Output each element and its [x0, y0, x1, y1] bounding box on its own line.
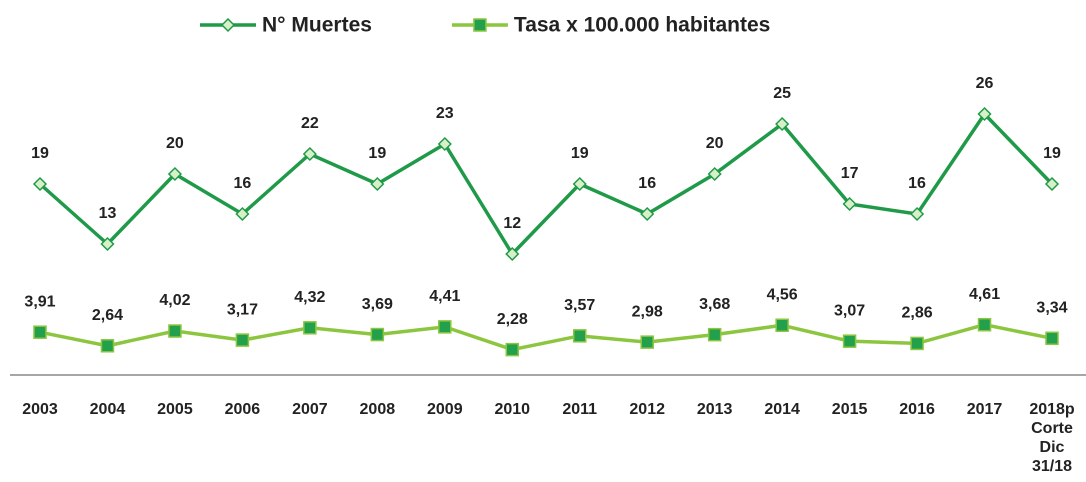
point	[437, 136, 452, 152]
point	[370, 327, 385, 342]
point	[438, 320, 452, 334]
x-tick-label: 2012	[629, 401, 665, 418]
data-label: 3,69	[362, 296, 393, 313]
point	[505, 342, 520, 357]
x-tick-label: 2003	[22, 401, 58, 418]
point	[640, 335, 654, 349]
data-label: 2,98	[632, 303, 663, 320]
legend-label: Tasa x 100.000 habitantes	[514, 14, 770, 37]
point	[572, 329, 587, 343]
point	[100, 236, 115, 252]
point	[1044, 176, 1060, 192]
data-label: 2,28	[497, 311, 528, 328]
data-label: 3,91	[24, 293, 55, 310]
x-tick-label: 2006	[225, 401, 261, 418]
point	[303, 321, 317, 335]
x-tick-label: 2009	[427, 401, 463, 418]
point	[33, 325, 47, 339]
data-label: 20	[706, 135, 724, 152]
point	[168, 324, 182, 338]
x-tick-label: 2007	[292, 401, 328, 418]
point	[505, 246, 520, 262]
data-label: 19	[571, 145, 589, 162]
data-label: 19	[31, 145, 49, 162]
x-tick-label: 2013	[697, 401, 733, 418]
point	[32, 176, 48, 192]
data-label: 3,34	[1036, 300, 1067, 317]
point	[235, 333, 250, 347]
x-tick-label: 2015	[832, 401, 868, 418]
x-tick-label: 2014	[764, 401, 800, 418]
point	[370, 176, 385, 192]
series-line	[39, 322, 1053, 352]
data-label: 26	[976, 75, 994, 92]
data-label: 4,56	[767, 286, 798, 303]
data-label: 23	[436, 105, 454, 122]
data-label: 17	[841, 165, 859, 182]
data-label: 16	[908, 175, 926, 192]
data-label: 2,86	[901, 305, 932, 322]
point	[220, 17, 236, 33]
data-label: 2,64	[92, 307, 123, 324]
point	[977, 317, 992, 332]
x-tick-label: 2011	[562, 401, 597, 418]
data-label: 4,32	[294, 289, 325, 306]
point	[100, 339, 115, 353]
legend-label: N° Muertes	[262, 14, 372, 37]
x-tick-label: 2005	[157, 401, 193, 418]
point	[775, 116, 790, 132]
x-tick-label: 2017	[967, 401, 1003, 418]
point	[302, 146, 317, 162]
point	[572, 176, 587, 192]
point	[977, 106, 992, 122]
data-label: 4,02	[159, 292, 190, 309]
x-tick-label: 2008	[360, 401, 396, 418]
point	[842, 196, 857, 212]
point	[910, 336, 924, 351]
data-label: 4,61	[969, 286, 1000, 303]
data-label: 3,68	[699, 296, 730, 313]
data-label: 3,07	[834, 302, 865, 319]
data-label: 20	[166, 135, 184, 152]
data-label: 16	[638, 175, 656, 192]
point	[167, 166, 182, 182]
data-label: 19	[368, 145, 386, 162]
x-tick-label: 2016	[899, 401, 935, 418]
point	[235, 206, 250, 222]
data-label: 13	[99, 205, 117, 222]
series-line	[38, 111, 1054, 257]
point	[473, 18, 487, 32]
point	[640, 206, 655, 222]
data-label: 25	[773, 85, 791, 102]
point	[842, 334, 857, 348]
x-tick-label: 2010	[494, 401, 530, 418]
point	[1045, 331, 1059, 346]
data-label: 19	[1043, 145, 1061, 162]
data-label: 4,41	[429, 288, 460, 305]
x-tick-label: 2018p Corte Dic 31/18	[1029, 401, 1075, 475]
data-label: 12	[503, 215, 521, 232]
point	[910, 206, 925, 222]
x-tick-label: 2004	[90, 401, 126, 418]
point	[775, 318, 789, 333]
data-label: 16	[234, 175, 252, 192]
point	[707, 166, 722, 182]
data-label: 3,57	[564, 297, 595, 314]
data-label: 3,17	[227, 301, 258, 318]
point	[707, 327, 722, 342]
data-label: 22	[301, 115, 319, 132]
